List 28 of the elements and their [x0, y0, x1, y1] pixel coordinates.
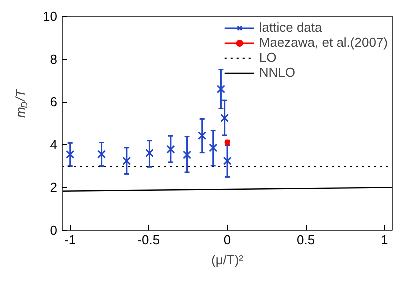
y-tick-label: 8: [50, 52, 58, 67]
y-tick-label: 4: [50, 137, 58, 152]
x-axis-title: (μ/T)²: [211, 252, 244, 268]
point: [145, 148, 154, 158]
legend-label: LO: [259, 50, 278, 65]
point: [98, 150, 106, 159]
point: [198, 132, 207, 140]
point: [209, 144, 218, 152]
y-tick-label: 0: [50, 223, 58, 238]
point: [66, 150, 75, 159]
legend-label: lattice data: [259, 20, 322, 35]
x-tick-label: -0.5: [138, 232, 160, 248]
point: [216, 84, 226, 94]
x-tick-label: 0: [224, 232, 232, 248]
legend-label: NNLO: [259, 65, 296, 80]
point: [223, 156, 232, 166]
x-tick-label: -1: [64, 232, 76, 248]
y-tick-label: 2: [50, 180, 58, 196]
y-tick-label: 10: [43, 9, 58, 24]
point: [166, 145, 176, 154]
legend-label: Maezawa, et al.(2007): [259, 35, 388, 50]
x-tick-label: 0.5: [297, 232, 316, 248]
point: [220, 114, 230, 122]
y-axis-title: mD/T: [13, 88, 30, 118]
x-tick-label: 1: [381, 232, 388, 248]
y-tick-label: 6: [50, 94, 58, 110]
point: [182, 150, 192, 160]
point: [122, 156, 132, 166]
